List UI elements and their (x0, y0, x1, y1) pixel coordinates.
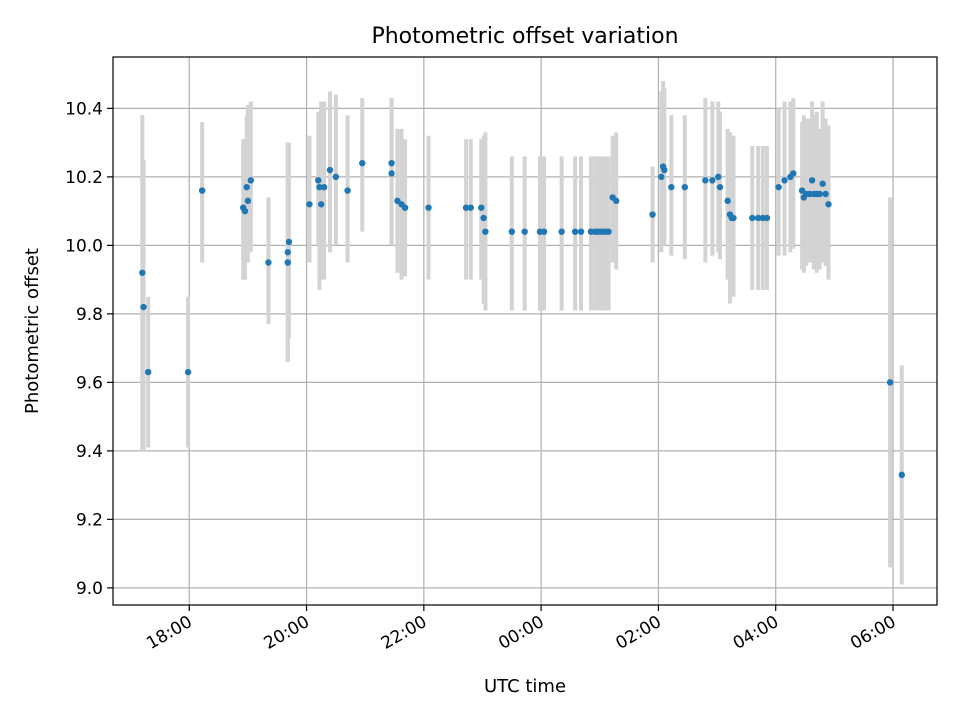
y-tick-label: 10.2 (65, 168, 103, 188)
data-point (749, 214, 756, 222)
x-tick-label: 06:00 (847, 612, 899, 654)
data-point (521, 228, 528, 235)
data-point (467, 204, 474, 211)
data-point (577, 228, 585, 235)
data-point (661, 166, 668, 174)
data-point (819, 180, 826, 187)
plot-area (112, 56, 938, 606)
y-tick-label: 10.0 (65, 236, 103, 256)
data-point (480, 214, 487, 222)
data-point (649, 211, 656, 218)
data-point (781, 177, 788, 184)
data-point (144, 368, 152, 376)
data-point (315, 177, 322, 184)
data-point (140, 303, 147, 311)
data-point (241, 207, 249, 215)
x-tick-label: 04:00 (730, 612, 782, 654)
data-point (317, 201, 325, 208)
y-axis-label: Photometric offset (22, 248, 43, 414)
data-point (658, 173, 665, 181)
data-point (401, 204, 409, 211)
data-point (715, 173, 722, 181)
data-point (605, 228, 612, 235)
x-axis: 18:00 20:00 22:00 00:00 02:00 04:00 06:00 (143, 605, 900, 654)
data-point (265, 259, 272, 266)
data-point (326, 166, 334, 174)
data-point (822, 190, 829, 198)
data-point (763, 214, 771, 222)
data-point (344, 187, 351, 194)
data-point (825, 201, 832, 208)
data-point (754, 214, 762, 222)
data-point (478, 204, 485, 211)
data-point (709, 177, 716, 184)
data-point (571, 228, 579, 235)
x-tick-label: 02:00 (612, 612, 664, 654)
data-point (508, 228, 516, 235)
data-point (898, 471, 906, 479)
data-point (425, 204, 432, 211)
y-tick-label: 9.4 (76, 442, 103, 462)
data-point (724, 197, 731, 205)
data-point (816, 190, 823, 198)
data-point (359, 159, 366, 167)
x-tick-label: 00:00 (495, 612, 547, 654)
y-tick-label: 9.2 (76, 510, 103, 530)
data-point (808, 177, 816, 184)
data-points (139, 159, 906, 479)
data-point (284, 259, 291, 266)
data-point (388, 159, 395, 167)
chart-title: Photometric offset variation (371, 24, 678, 49)
data-point (730, 214, 737, 222)
data-point (681, 183, 689, 191)
y-tick-label: 9.6 (76, 373, 103, 393)
y-axis: 9.0 9.2 9.4 9.6 9.8 10.0 10.2 10.4 (65, 99, 113, 599)
x-tick-label: 18:00 (143, 612, 195, 654)
data-point (139, 269, 146, 276)
data-point (284, 249, 291, 256)
data-point (316, 183, 323, 191)
data-point (775, 183, 782, 191)
data-point (243, 183, 250, 191)
y-tick-label: 9.0 (76, 579, 103, 599)
data-point (285, 238, 293, 246)
data-point (184, 368, 192, 376)
data-point (716, 183, 724, 191)
data-point (462, 204, 470, 211)
data-point (306, 201, 313, 208)
data-point (320, 183, 328, 191)
data-point (790, 170, 797, 177)
error-bars (140, 80, 904, 585)
data-point (668, 183, 675, 191)
data-point (388, 170, 395, 177)
data-point (558, 228, 565, 235)
data-point (702, 177, 709, 184)
data-point (612, 197, 620, 205)
data-point (247, 177, 255, 184)
data-point (244, 197, 252, 205)
x-axis-label: UTC time (484, 676, 566, 697)
data-point (332, 173, 340, 181)
data-point (482, 228, 489, 235)
data-point (198, 187, 206, 194)
x-tick-label: 20:00 (261, 612, 313, 654)
y-tick-label: 9.8 (76, 305, 103, 325)
y-tick-label: 10.4 (65, 99, 103, 119)
data-point (540, 228, 548, 235)
x-tick-label: 22:00 (378, 612, 430, 654)
data-point (886, 379, 894, 386)
